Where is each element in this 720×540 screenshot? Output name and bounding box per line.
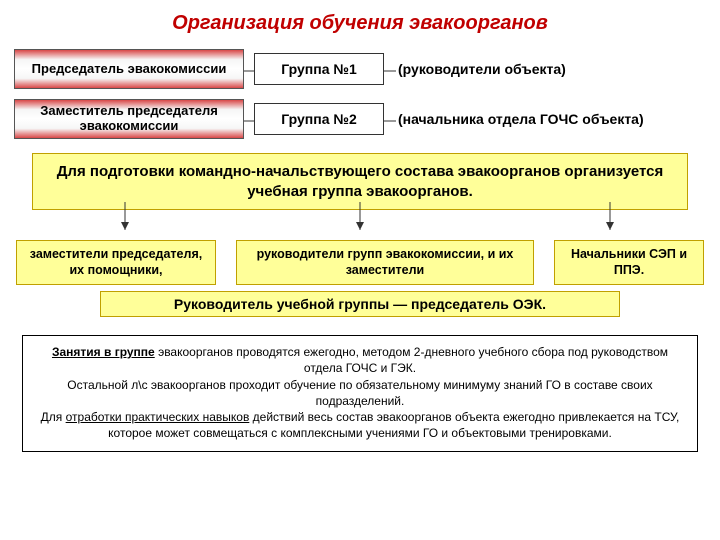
footnote-l3-b: отработки практических навыков <box>66 410 250 424</box>
row-group-1: Председатель эвакокомиссии Группа №1 (ру… <box>0 49 720 89</box>
group-2-desc: (начальника отдела ГОЧС объекта) <box>394 111 706 127</box>
row-roles: заместители председателя, их помощники, … <box>0 240 720 285</box>
group-leader-note: Руководитель учебной группы — председате… <box>100 291 620 317</box>
footnote-l1-rest: эвакоорганов проводятся ежегодно, методо… <box>155 345 668 375</box>
chairman-box: Председатель эвакокомиссии <box>14 49 244 89</box>
role-group-leaders: руководители групп эвакокомиссии, и их з… <box>236 240 534 285</box>
deputy-box: Заместитель председателя эвакокомиссии <box>14 99 244 139</box>
footnote-box: Занятия в группе эвакоорганов проводятся… <box>22 335 698 452</box>
role-chiefs: Начальники СЭП и ППЭ. <box>554 240 704 285</box>
footnote-line-3: Для отработки практических навыков дейст… <box>37 409 683 441</box>
page-title: Организация обучения эвакоорганов <box>0 0 720 49</box>
group-1-desc: (руководители объекта) <box>394 61 706 77</box>
study-group-note: Для подготовки командно-начальствующего … <box>32 153 688 210</box>
footnote-line-2: Остальной л\с эвакоорганов проходит обуч… <box>37 377 683 409</box>
footnote-l1-lead: Занятия в группе <box>52 345 155 359</box>
group-1-box: Группа №1 <box>254 53 384 85</box>
group-2-box: Группа №2 <box>254 103 384 135</box>
footnote-line-1: Занятия в группе эвакоорганов проводятся… <box>37 344 683 376</box>
row-group-2: Заместитель председателя эвакокомиссии Г… <box>0 99 720 139</box>
role-deputies: заместители председателя, их помощники, <box>16 240 216 285</box>
footnote-l3-a: Для <box>41 410 66 424</box>
